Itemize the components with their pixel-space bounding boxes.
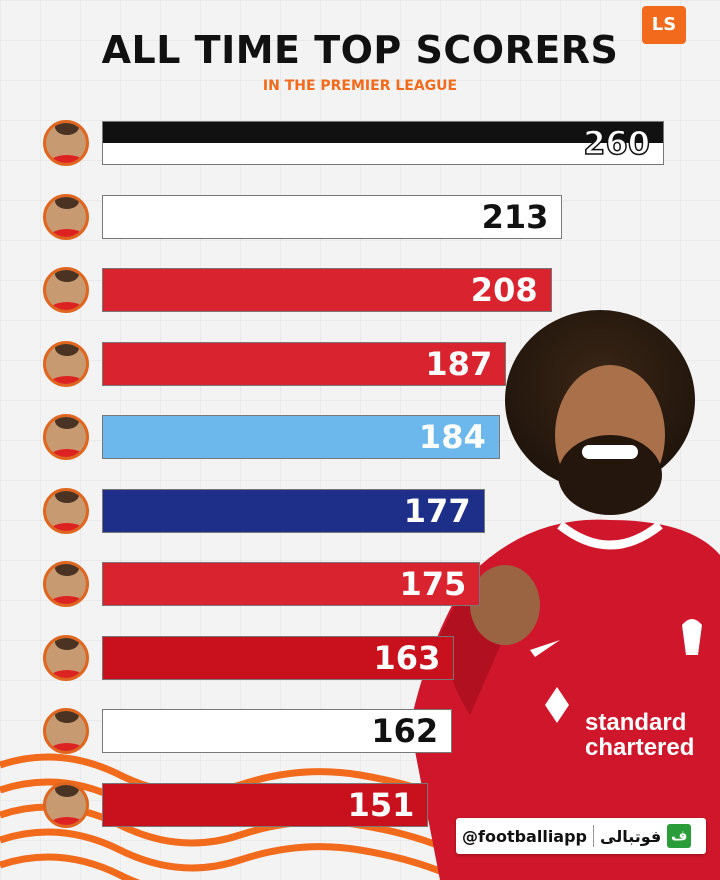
watermark-logo-icon: ف bbox=[667, 824, 692, 848]
bar-value-label: 208 bbox=[470, 271, 538, 309]
bar bbox=[102, 121, 664, 165]
player-avatar bbox=[43, 708, 89, 754]
bar-value-label: 162 bbox=[371, 712, 439, 750]
bar-value-label: 260 bbox=[582, 123, 650, 163]
bar bbox=[102, 415, 500, 459]
watermark-handle: @footballiapp bbox=[462, 826, 587, 846]
bar-value-label: 184 bbox=[418, 418, 486, 456]
svg-text:chartered: chartered bbox=[585, 734, 694, 761]
player-photo: standard chartered bbox=[410, 310, 720, 880]
bar-value-label: 151 bbox=[347, 785, 415, 824]
watermark-brand: فوتبالی bbox=[600, 826, 662, 846]
player-avatar bbox=[43, 120, 89, 166]
player-avatar bbox=[43, 561, 89, 607]
bar bbox=[102, 488, 485, 533]
player-avatar bbox=[43, 193, 89, 240]
player-avatar bbox=[43, 634, 89, 681]
bar bbox=[102, 341, 507, 386]
bar-value-label: 213 bbox=[481, 197, 549, 236]
brand-logo: LS bbox=[642, 6, 686, 44]
bar-value-label: 163 bbox=[373, 638, 441, 677]
bar-value-label: 177 bbox=[403, 491, 471, 530]
bar-value-label: 187 bbox=[425, 344, 493, 383]
chart-title: ALL TIME TOP SCORERS bbox=[101, 28, 619, 72]
svg-text:standard: standard bbox=[585, 709, 686, 736]
player-avatar bbox=[43, 340, 89, 387]
player-avatar bbox=[43, 487, 89, 534]
bar bbox=[102, 709, 453, 753]
bar-value-label: 175 bbox=[399, 565, 467, 603]
bar bbox=[102, 268, 552, 312]
bar bbox=[102, 782, 429, 827]
player-avatar bbox=[43, 781, 89, 828]
chart-subtitle: IN THE PREMIER LEAGUE bbox=[262, 78, 458, 94]
player-avatar bbox=[43, 267, 89, 313]
bar bbox=[102, 194, 563, 239]
bar bbox=[102, 562, 481, 606]
watermark-divider bbox=[593, 825, 594, 847]
player-avatar bbox=[43, 414, 89, 460]
watermark: @footballiapp فوتبالی ف bbox=[456, 818, 706, 854]
bar bbox=[102, 635, 455, 680]
